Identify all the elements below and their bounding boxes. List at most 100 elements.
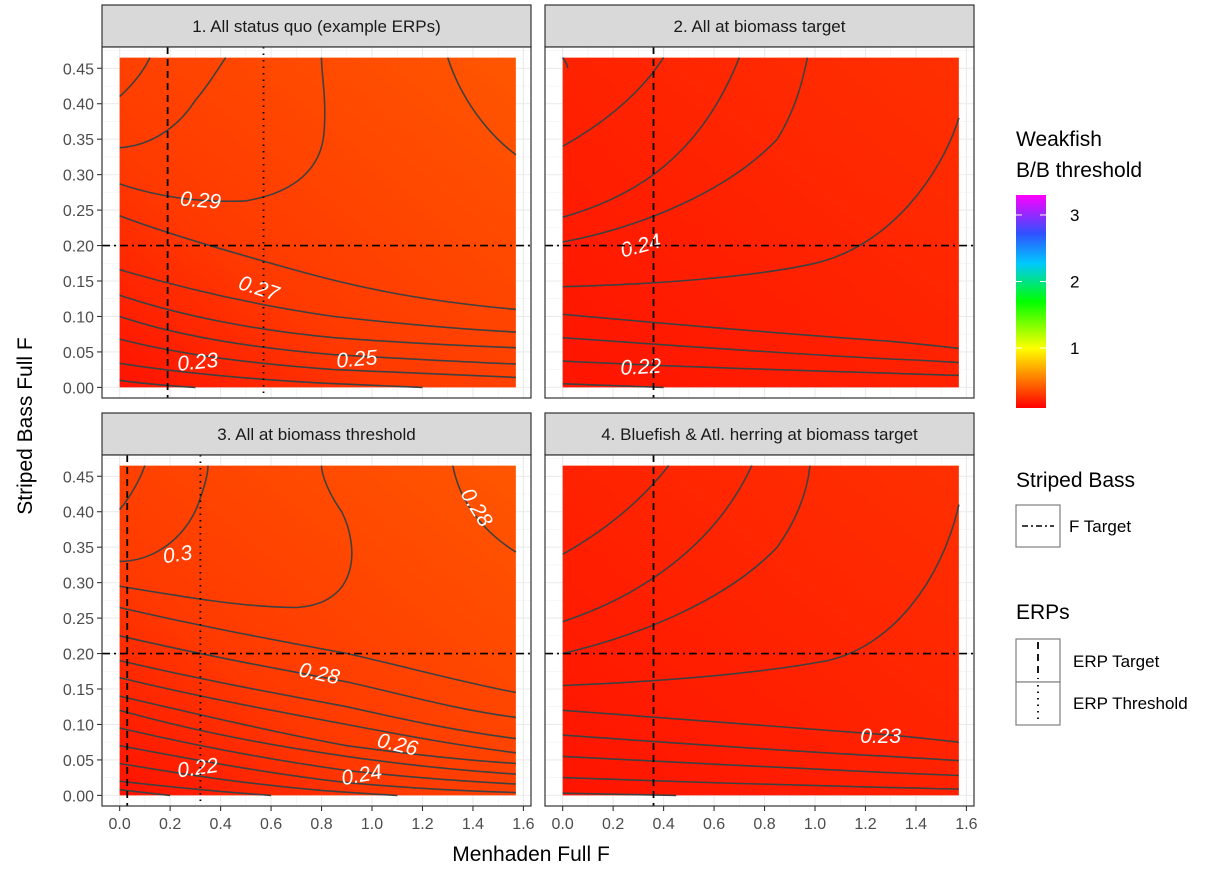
panel-border xyxy=(101,454,532,807)
panel-border xyxy=(544,46,975,399)
contour-line-2 xyxy=(562,57,665,147)
contour-line-3 xyxy=(562,465,811,655)
x-tick-label: 0.6 xyxy=(703,816,725,833)
contour-line-1 xyxy=(119,57,151,98)
contour-line-8 xyxy=(562,776,959,790)
x-tick-label: 1.2 xyxy=(411,816,433,833)
colorbar-tick-label: 3 xyxy=(1070,206,1079,225)
colorbar xyxy=(1016,195,1046,408)
heatmap-surface xyxy=(119,465,516,796)
contour-line-7 xyxy=(119,659,517,740)
panel-3: 3. All at biomass threshold0.30.280.280.… xyxy=(63,412,535,833)
heatmap-surface xyxy=(562,57,959,388)
contour-line-4 xyxy=(452,465,517,553)
panel-border xyxy=(544,454,975,807)
contour-line-4 xyxy=(562,504,960,687)
panel-title: 1. All status quo (example ERPs) xyxy=(192,17,441,36)
y-tick-label: 0.10 xyxy=(63,309,94,326)
y-tick-label: 0.30 xyxy=(63,168,94,185)
x-tick-label: 1.0 xyxy=(361,816,383,833)
y-tick-label: 0.15 xyxy=(63,274,94,291)
x-tick-label: 1.6 xyxy=(512,816,534,833)
x-axis-title: Menhaden Full F xyxy=(452,843,610,866)
x-tick-label: 0.2 xyxy=(159,816,181,833)
y-tick-label: 0.05 xyxy=(63,753,94,770)
contour-lines xyxy=(119,57,517,389)
contour-line-8 xyxy=(119,676,517,754)
contour-line-2 xyxy=(562,465,753,623)
contour-line-9 xyxy=(119,695,516,765)
y-tick-label: 0.30 xyxy=(63,576,94,593)
contour-line-10 xyxy=(119,362,423,389)
panel-strip xyxy=(544,4,975,48)
contour-line-9 xyxy=(562,383,664,389)
panel-strip xyxy=(101,412,532,456)
x-tick-label: 0.0 xyxy=(109,816,131,833)
y-tick-label: 0.35 xyxy=(63,540,94,557)
y-axis-title: Striped Bass Full F xyxy=(14,337,37,514)
contour-line-1 xyxy=(562,465,670,555)
contour-line-2 xyxy=(119,465,209,563)
x-tick-label: 0.4 xyxy=(652,816,674,833)
contour-line-5 xyxy=(119,606,517,694)
contour-label: 0.22 xyxy=(176,754,220,783)
panel-border xyxy=(101,46,532,399)
panel-1: 1. All status quo (example ERPs)0.290.27… xyxy=(63,4,532,399)
contour-lines xyxy=(562,465,960,797)
contour-line-9 xyxy=(119,338,516,379)
contour-line-3 xyxy=(562,57,741,218)
contour-line-14 xyxy=(119,780,272,797)
contour-line-3 xyxy=(119,465,353,609)
colorbar-tick-label: 2 xyxy=(1070,273,1079,292)
y-tick-label: 0.20 xyxy=(63,239,94,256)
y-tick-label: 0.25 xyxy=(63,203,94,220)
panel-4: 4. Bluefish & Atl. herring at biomass ta… xyxy=(544,412,978,833)
contour-line-12 xyxy=(119,744,516,794)
colorbar-title-line1: Weakfish xyxy=(1016,128,1102,151)
contour-line-6 xyxy=(119,268,516,333)
erp-threshold-key-label: ERP Threshold xyxy=(1073,694,1188,713)
x-tick-label: 0.6 xyxy=(260,816,282,833)
contour-label: 0.23 xyxy=(860,725,901,748)
f-target-key-label: F Target xyxy=(1069,517,1131,536)
contour-line-7 xyxy=(562,755,959,777)
colorbar-tick-label: 1 xyxy=(1070,339,1079,358)
contour-line-5 xyxy=(119,215,516,311)
x-tick-label: 1.0 xyxy=(804,816,826,833)
y-tick-label: 0.40 xyxy=(63,97,94,114)
contour-line-6 xyxy=(562,734,959,762)
contour-line-3 xyxy=(119,57,326,203)
contour-label: 0.23 xyxy=(176,349,219,376)
x-tick-label: 1.4 xyxy=(462,816,484,833)
contour-line-6 xyxy=(119,635,517,719)
contour-label: 0.3 xyxy=(162,541,194,568)
contour-line-13 xyxy=(119,762,398,797)
y-tick-label: 0.10 xyxy=(63,717,94,734)
panel-title: 2. All at biomass target xyxy=(674,17,846,36)
contour-label: 0.25 xyxy=(335,346,378,373)
contour-line-8 xyxy=(562,360,959,377)
colorbar-title-line2: B/B threshold xyxy=(1016,159,1142,182)
y-tick-label: 0.45 xyxy=(63,469,94,486)
x-tick-label: 1.6 xyxy=(955,816,977,833)
contour-lines xyxy=(119,465,517,797)
y-tick-label: 0.15 xyxy=(63,682,94,699)
y-tick-label: 0.40 xyxy=(63,505,94,522)
contour-line-9 xyxy=(562,792,677,797)
contour-line-11 xyxy=(119,379,196,389)
contour-line-11 xyxy=(119,727,516,785)
x-tick-label: 1.4 xyxy=(905,816,927,833)
contour-line-5 xyxy=(562,117,960,288)
x-tick-label: 0.4 xyxy=(209,816,231,833)
panel-title: 3. All at biomass threshold xyxy=(217,425,415,444)
contour-line-1 xyxy=(119,465,146,511)
y-tick-label: 0.05 xyxy=(63,345,94,362)
striped-bass-legend-title: Striped Bass xyxy=(1016,469,1135,492)
contour-lines xyxy=(562,57,960,389)
panel-strip xyxy=(544,412,975,456)
contour-line-7 xyxy=(562,336,959,364)
y-tick-label: 0.35 xyxy=(63,132,94,149)
